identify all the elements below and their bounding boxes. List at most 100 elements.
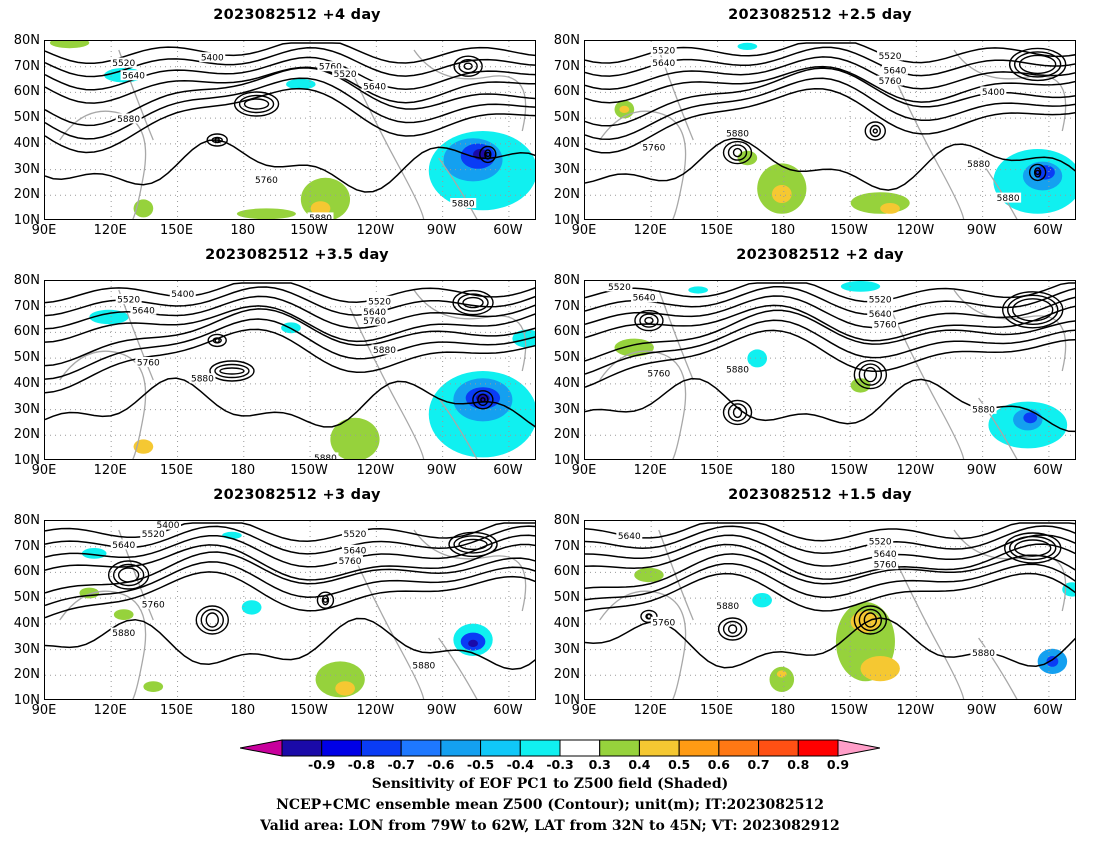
svg-text:5760: 5760 <box>874 561 897 571</box>
longitude-label: 150E <box>160 463 194 478</box>
latitude-label: 30N <box>553 161 580 177</box>
latitude-label: 60N <box>13 564 40 580</box>
contour-label: 5760 <box>135 357 162 369</box>
z500-contour <box>585 77 1075 141</box>
longitude-label: 60W <box>493 223 523 238</box>
svg-text:5880: 5880 <box>716 602 739 612</box>
svg-text:5760: 5760 <box>652 618 675 628</box>
svg-text:5760: 5760 <box>363 317 386 327</box>
panel-title: 2023082512 +2 day <box>736 247 904 263</box>
contour-label: 5520 <box>867 535 894 547</box>
contour-label: 5520 <box>650 45 677 57</box>
latitude-label: 50N <box>553 590 580 606</box>
map-panel-6: 2023082512 +1.5 day 5640 5520 5640 5760 5880… <box>550 480 1100 720</box>
z500-closed-contour <box>1008 47 1067 82</box>
longitude-label: 150E <box>160 223 194 238</box>
z500-closed-contour <box>639 313 659 328</box>
colorbar-tick-label: -0.4 <box>506 757 534 772</box>
z500-closed-contour <box>243 98 270 110</box>
svg-text:5520: 5520 <box>608 283 631 293</box>
contour-label: 5640 <box>361 81 388 93</box>
sensitivity-shading <box>310 201 331 216</box>
z500-contour <box>45 571 535 619</box>
svg-text:5760: 5760 <box>255 176 278 186</box>
longitude-label: 180 <box>770 703 796 718</box>
z500-contour <box>585 543 1075 580</box>
svg-text:5640: 5640 <box>618 532 641 542</box>
longitude-label: 150W <box>830 463 868 478</box>
contour-label: 5520 <box>115 294 142 306</box>
z500-closed-contour <box>863 366 878 383</box>
svg-text:5640: 5640 <box>112 541 135 551</box>
svg-text:5880: 5880 <box>117 115 140 125</box>
z500-closed-contour <box>1028 163 1047 182</box>
contour-label: 5880 <box>714 600 741 612</box>
svg-text:5520: 5520 <box>869 537 892 547</box>
longitude-label: 120E <box>93 703 127 718</box>
latitude-label: 40N <box>13 375 40 391</box>
latitude-label: 30N <box>13 161 40 177</box>
svg-text:5520: 5520 <box>368 297 391 307</box>
contour-label: 5880 <box>970 647 997 659</box>
svg-text:5520: 5520 <box>112 59 135 69</box>
coastline <box>599 49 1067 219</box>
svg-text:5640: 5640 <box>363 308 386 318</box>
latitude-label: 20N <box>13 427 40 443</box>
contour-label: 5400 <box>980 86 1007 98</box>
latitude-label: 40N <box>13 135 40 151</box>
z500-closed-contour <box>453 535 493 554</box>
latitude-label: 60N <box>553 324 580 340</box>
contour-label: 5640 <box>110 539 137 551</box>
z500-closed-contour <box>1033 167 1042 178</box>
map-panel-1: 2023082512 +4 day 5400 5520 5640 5760 5520 56… <box>0 0 550 240</box>
contour-label: 5520 <box>341 528 368 540</box>
longitude-label: 90W <box>426 223 457 238</box>
z500-closed-contour <box>233 91 280 117</box>
z500-contour <box>585 282 1075 303</box>
contour-label: 5880 <box>965 158 992 170</box>
longitude-label: 150E <box>700 463 734 478</box>
contour-label: 5520 <box>366 295 393 307</box>
longitude-label: 60W <box>1033 703 1063 718</box>
contour-label: 5520 <box>332 68 359 80</box>
z500-contour <box>45 318 535 380</box>
z500-contour <box>585 522 1075 542</box>
svg-text:5760: 5760 <box>142 600 165 610</box>
z500-contour <box>585 56 1075 91</box>
caption-line-3: Valid area: LON from 79W to 62W, LAT fro… <box>260 818 840 834</box>
svg-text:5880: 5880 <box>373 346 396 356</box>
contour-label: 5520 <box>867 294 894 306</box>
svg-text:5880: 5880 <box>191 375 214 385</box>
longitude-label: 90E <box>31 703 57 718</box>
z500-contour <box>585 309 1075 362</box>
map-panel-4: 2023082512 +2 day 5520 5640 5520 5640 5760 57… <box>550 240 1100 480</box>
svg-text:5400: 5400 <box>201 54 224 64</box>
z500-closed-contour <box>107 560 150 590</box>
colorbar-min-triangle <box>240 739 283 757</box>
longitude-label: 120E <box>93 463 127 478</box>
z500-contour <box>45 377 535 428</box>
z500-closed-contour <box>117 567 140 583</box>
z500-closed-contour <box>214 363 250 379</box>
longitude-label: 120E <box>633 223 667 238</box>
z500-contour <box>45 617 535 671</box>
svg-text:5760: 5760 <box>642 144 665 154</box>
svg-text:5880: 5880 <box>314 454 337 460</box>
z500-contour <box>585 525 1075 554</box>
z500-closed-contour <box>321 594 330 606</box>
colorbar-swatch <box>480 739 521 757</box>
sensitivity-shading <box>619 105 630 113</box>
z500-closed-contour <box>727 144 748 161</box>
z500-closed-contour <box>640 609 658 624</box>
svg-text:5760: 5760 <box>879 77 902 87</box>
contour-label: 5760 <box>650 616 677 628</box>
colorbar-swatch <box>281 739 323 757</box>
sensitivity-shading <box>737 150 758 166</box>
latitude-label: 30N <box>13 401 40 417</box>
z500-closed-contour <box>219 367 245 375</box>
contour-label: 5520 <box>140 528 167 540</box>
z500-closed-contour <box>722 399 753 426</box>
contour-label: 5880 <box>450 198 477 210</box>
colorbar-tick-label: -0.7 <box>387 757 415 772</box>
